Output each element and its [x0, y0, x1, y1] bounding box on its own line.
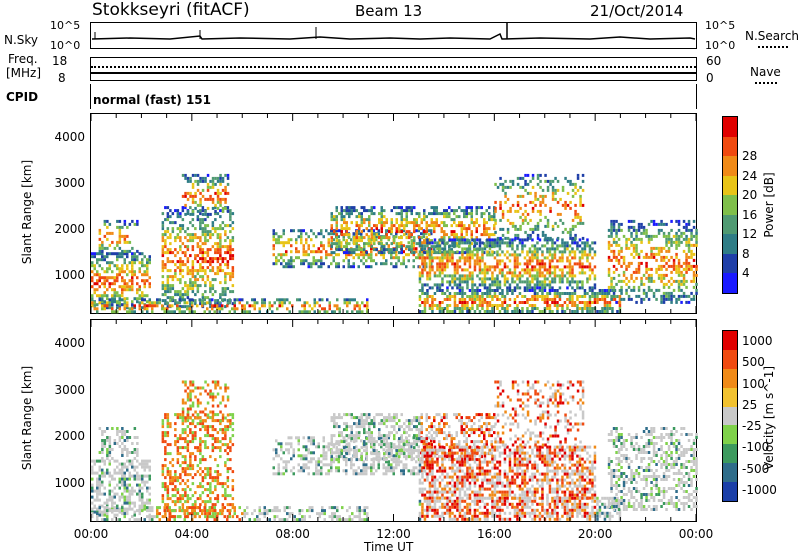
- nsky-label: N.Sky: [4, 33, 39, 47]
- x-tick-label: 00:00: [73, 527, 109, 541]
- nsky-tick-bottom: 10^0: [50, 39, 81, 52]
- cpid-label: CPID: [6, 90, 39, 104]
- velocity-ytick-label: 4000: [54, 336, 85, 351]
- colorbar-swatch: [723, 253, 737, 274]
- nave-tick-bottom: 0: [706, 71, 714, 85]
- velocity-colorbar: [722, 330, 738, 502]
- power-colorbar-tick: 28: [742, 149, 758, 164]
- x-tick-label: 00:00: [678, 527, 714, 541]
- colorbar-swatch: [723, 175, 737, 196]
- x-tick-label: 08:00: [275, 527, 310, 541]
- nave-dotted-line: [91, 66, 696, 68]
- power-ytick-label: 4000: [54, 130, 85, 145]
- freq-label: Freq.: [8, 52, 38, 66]
- nsky-strip-frame: [90, 22, 697, 49]
- colorbar-swatch: [723, 349, 737, 370]
- colorbar-swatch: [723, 273, 737, 294]
- power-colorbar: [722, 116, 738, 294]
- velocity-colorbar-tick: 100: [742, 376, 765, 391]
- x-tick-label: 04:00: [174, 527, 210, 541]
- colorbar-swatch: [723, 387, 737, 408]
- colorbar-swatch: [723, 331, 737, 351]
- nsearch-legend-dots: [758, 46, 788, 48]
- power-colorbar-tick: 12: [742, 227, 758, 242]
- colorbar-swatch: [723, 136, 737, 157]
- freq-solid-line: [91, 72, 696, 74]
- nsearch-tick-top: 10^5: [705, 19, 736, 32]
- nave-label: Nave: [750, 65, 781, 79]
- colorbar-swatch: [723, 117, 737, 138]
- power-colorbar-tick: 24: [742, 168, 758, 183]
- colorbar-swatch: [723, 214, 737, 235]
- nsearch-tick-bottom: 10^0: [705, 39, 736, 52]
- x-axis-label: Time UT: [364, 540, 414, 554]
- freq-tick-bottom: 8: [58, 71, 66, 85]
- velocity-ytick-label: 3000: [54, 382, 85, 397]
- nsearch-label: N.Search: [745, 29, 800, 43]
- station-title: Stokkseyri (fitACF): [92, 0, 250, 20]
- freq-strip-frame: [90, 57, 697, 81]
- velocity-heatmap: [90, 320, 698, 522]
- colorbar-swatch: [723, 368, 737, 389]
- date-title: 21/Oct/2014: [590, 2, 684, 20]
- velocity-colorbar-tick: -1000: [742, 482, 777, 497]
- power-ytick-label: 1000: [54, 268, 85, 283]
- power-colorbar-tick: 4: [742, 266, 750, 281]
- power-colorbar-tick: 16: [742, 207, 758, 222]
- colorbar-swatch: [723, 463, 737, 483]
- nave-tick-top: 60: [706, 54, 722, 68]
- freq-unit-label: [MHz]: [6, 66, 42, 80]
- colorbar-swatch: [723, 156, 737, 177]
- x-tick-label: 20:00: [577, 527, 613, 541]
- velocity-ylabel: Slant Range [km]: [20, 365, 34, 471]
- nave-legend-dots: [755, 82, 777, 84]
- power-ylabel: Slant Range [km]: [20, 159, 34, 265]
- cpid-frame: [90, 84, 697, 109]
- velocity-colorbar-tick: 1000: [742, 334, 773, 348]
- colorbar-swatch: [723, 234, 737, 255]
- velocity-colorbar-tick: -500: [742, 461, 770, 476]
- velocity-ytick-label: 1000: [54, 475, 85, 490]
- nsky-tick-top: 10^5: [50, 19, 81, 32]
- power-heatmap: [90, 114, 698, 314]
- colorbar-swatch: [723, 425, 737, 445]
- colorbar-swatch: [723, 444, 737, 464]
- velocity-ytick-label: 2000: [54, 429, 85, 444]
- colorbar-swatch: [723, 195, 737, 216]
- velocity-colorbar-tick: -25: [742, 419, 762, 433]
- cpid-value: normal (fast) 151: [93, 93, 211, 107]
- power-colorbar-tick: 8: [742, 246, 750, 261]
- x-tick-label: 16:00: [477, 527, 512, 541]
- x-tick-label: 12:00: [376, 527, 411, 541]
- power-ytick-label: 2000: [54, 222, 85, 237]
- beam-title: Beam 13: [355, 2, 423, 20]
- power-colorbar-tick: 20: [742, 188, 758, 203]
- freq-tick-top: 18: [52, 54, 68, 68]
- velocity-colorbar-tick: 500: [742, 355, 765, 370]
- power-ytick-label: 3000: [54, 176, 85, 191]
- velocity-colorbar-tick: 25: [742, 397, 758, 412]
- power-colorbar-label: Power [dB]: [762, 172, 776, 238]
- colorbar-swatch: [723, 482, 737, 502]
- colorbar-swatch: [723, 406, 737, 426]
- velocity-colorbar-label: Velocity [m s^-1]: [762, 358, 776, 478]
- velocity-colorbar-tick: -100: [742, 440, 770, 455]
- nsky-trace: [91, 22, 696, 40]
